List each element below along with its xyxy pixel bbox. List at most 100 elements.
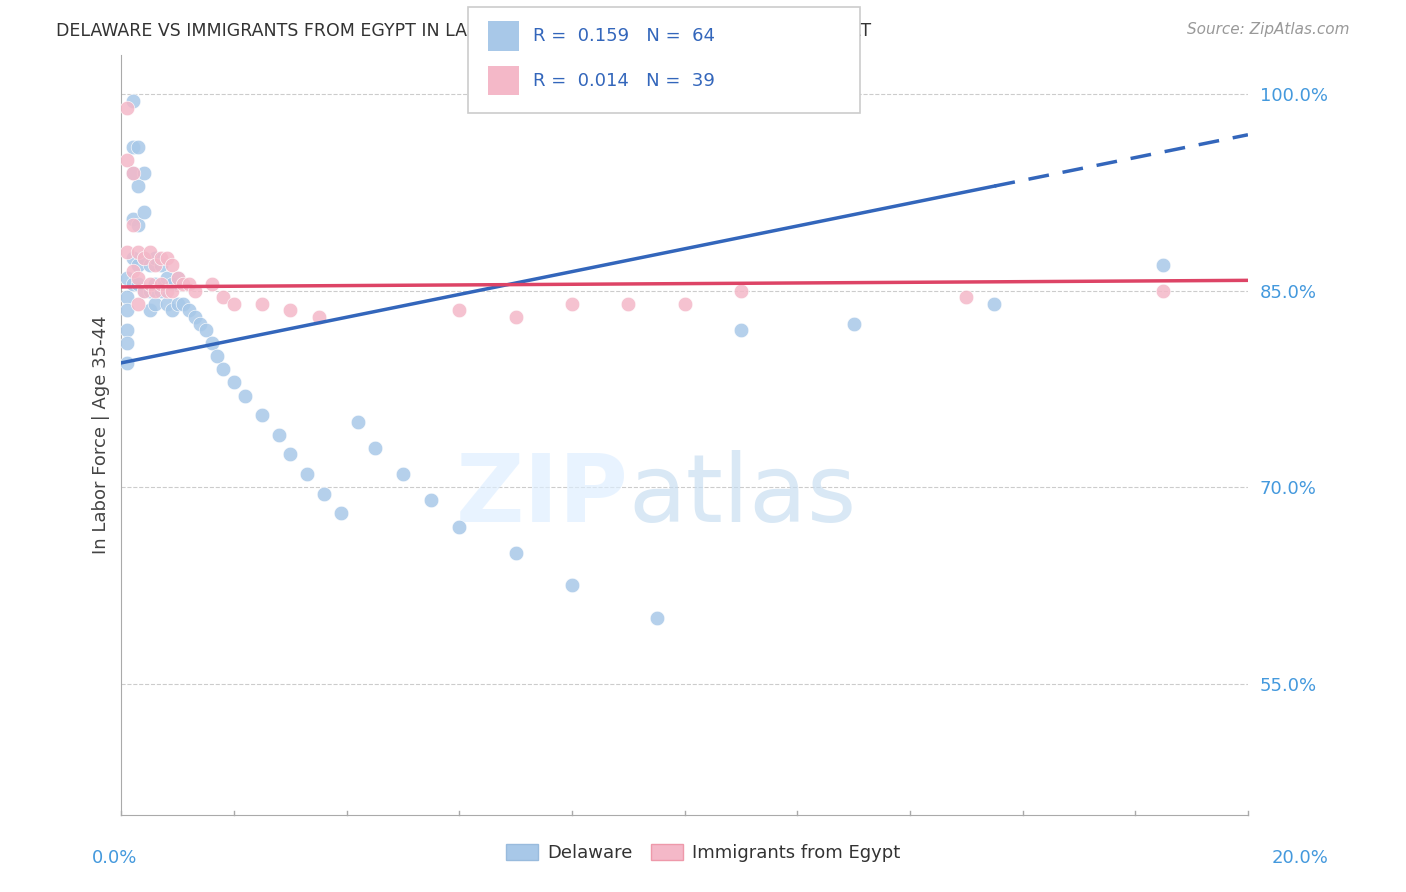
Text: Source: ZipAtlas.com: Source: ZipAtlas.com	[1187, 22, 1350, 37]
Point	[121, 166, 143, 180]
Point	[730, 323, 752, 337]
Point	[160, 284, 183, 298]
Point	[138, 244, 160, 259]
Point	[308, 310, 330, 324]
Point	[252, 297, 274, 311]
Point	[115, 270, 138, 285]
Point	[211, 290, 233, 304]
Point	[449, 519, 471, 533]
Point	[115, 303, 138, 318]
Point	[211, 362, 233, 376]
Point	[347, 415, 370, 429]
Point	[115, 101, 138, 115]
Text: atlas: atlas	[628, 450, 856, 541]
Point	[166, 270, 188, 285]
Text: R =  0.014   N =  39: R = 0.014 N = 39	[533, 71, 714, 90]
Point	[200, 336, 222, 351]
Point	[983, 297, 1005, 311]
Point	[200, 277, 222, 292]
Point	[127, 244, 149, 259]
Point	[160, 277, 183, 292]
Point	[222, 297, 245, 311]
Point	[420, 493, 443, 508]
Point	[1152, 284, 1174, 298]
Point	[166, 297, 188, 311]
Point	[314, 487, 336, 501]
Point	[235, 388, 257, 402]
Point	[222, 376, 245, 390]
Point	[143, 284, 166, 298]
Point	[115, 336, 138, 351]
Point	[138, 303, 160, 318]
Point	[121, 264, 143, 278]
Point	[160, 303, 183, 318]
Point	[561, 297, 583, 311]
Point	[188, 317, 211, 331]
Point	[1152, 258, 1174, 272]
Point	[132, 205, 155, 219]
Point	[127, 277, 149, 292]
Point	[183, 284, 205, 298]
Point	[673, 297, 696, 311]
Point	[645, 611, 668, 625]
Text: R =  0.159   N =  64: R = 0.159 N = 64	[533, 27, 714, 45]
Point	[561, 578, 583, 592]
Text: DELAWARE VS IMMIGRANTS FROM EGYPT IN LABOR FORCE | AGE 35-44 CORRELATION CHART: DELAWARE VS IMMIGRANTS FROM EGYPT IN LAB…	[56, 22, 872, 40]
Point	[183, 310, 205, 324]
Text: ZIP: ZIP	[456, 450, 628, 541]
Point	[149, 284, 172, 298]
Point	[121, 166, 143, 180]
Point	[297, 467, 319, 482]
Point	[364, 441, 387, 455]
Point	[138, 277, 160, 292]
Point	[166, 270, 188, 285]
Y-axis label: In Labor Force | Age 35-44: In Labor Force | Age 35-44	[93, 316, 110, 554]
Point	[155, 270, 177, 285]
Point	[121, 211, 143, 226]
Point	[143, 277, 166, 292]
Point	[177, 303, 200, 318]
Point	[155, 251, 177, 265]
Point	[280, 303, 302, 318]
Point	[115, 244, 138, 259]
Point	[730, 284, 752, 298]
Point	[155, 284, 177, 298]
Text: 0.0%: 0.0%	[91, 849, 136, 867]
Point	[172, 277, 194, 292]
Point	[132, 166, 155, 180]
Point	[842, 317, 865, 331]
Point	[127, 219, 149, 233]
Point	[115, 356, 138, 370]
Point	[194, 323, 217, 337]
Point	[132, 284, 155, 298]
Point	[143, 297, 166, 311]
Point	[127, 258, 149, 272]
Point	[132, 251, 155, 265]
Point	[172, 297, 194, 311]
Point	[177, 277, 200, 292]
Point	[143, 258, 166, 272]
Point	[121, 140, 143, 154]
Point	[143, 251, 166, 265]
Point	[269, 428, 291, 442]
Point	[127, 270, 149, 285]
Text: 20.0%: 20.0%	[1272, 849, 1329, 867]
Point	[132, 251, 155, 265]
Point	[449, 303, 471, 318]
Point	[127, 179, 149, 194]
Point	[121, 219, 143, 233]
Point	[280, 448, 302, 462]
Point	[115, 323, 138, 337]
Point	[149, 258, 172, 272]
Point	[205, 349, 228, 363]
Point	[149, 277, 172, 292]
Point	[505, 310, 527, 324]
Point	[115, 153, 138, 167]
Point	[252, 408, 274, 422]
Point	[121, 251, 143, 265]
Point	[955, 290, 977, 304]
Point	[127, 140, 149, 154]
Point	[115, 290, 138, 304]
Point	[132, 284, 155, 298]
Point	[155, 297, 177, 311]
